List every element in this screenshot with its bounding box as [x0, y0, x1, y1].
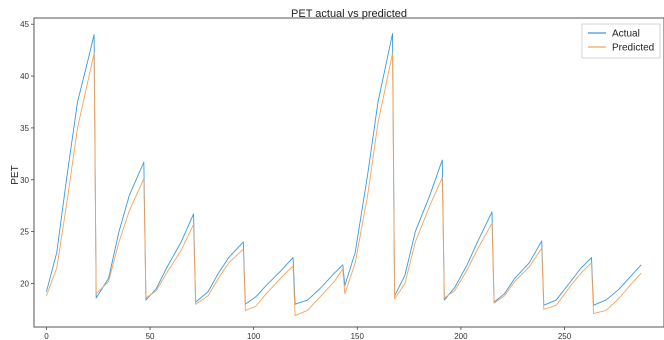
chart-title: PET actual vs predicted — [291, 8, 407, 20]
y-tick-label: 35 — [20, 124, 29, 133]
legend: Actual Predicted — [581, 23, 661, 59]
y-axis-ticks: 20 25 30 35 40 45 — [20, 20, 34, 288]
legend-label-predicted: Predicted — [612, 43, 654, 54]
x-tick-label: 250 — [558, 332, 572, 340]
plot-frame — [33, 17, 664, 328]
x-axis-ticks: 05010015020025030 — [44, 327, 664, 340]
x-tick-label: 50 — [146, 332, 155, 340]
legend-label-actual: Actual — [612, 29, 640, 40]
x-tick-label: 200 — [454, 332, 468, 340]
legend-box — [581, 23, 661, 59]
x-tick-label: 150 — [351, 332, 365, 340]
x-tick-label: 0 — [44, 332, 49, 340]
series-lines — [45, 33, 642, 317]
y-axis-label: PET — [10, 165, 21, 184]
y-tick-label: 40 — [20, 72, 29, 81]
y-tick-label: 20 — [20, 279, 29, 288]
y-tick-label: 30 — [20, 176, 29, 185]
y-tick-label: 45 — [20, 20, 29, 29]
series-line-predicted — [46, 52, 642, 317]
x-tick-label: 100 — [247, 332, 261, 340]
y-tick-label: 25 — [20, 228, 29, 237]
series-line-actual — [45, 33, 642, 306]
